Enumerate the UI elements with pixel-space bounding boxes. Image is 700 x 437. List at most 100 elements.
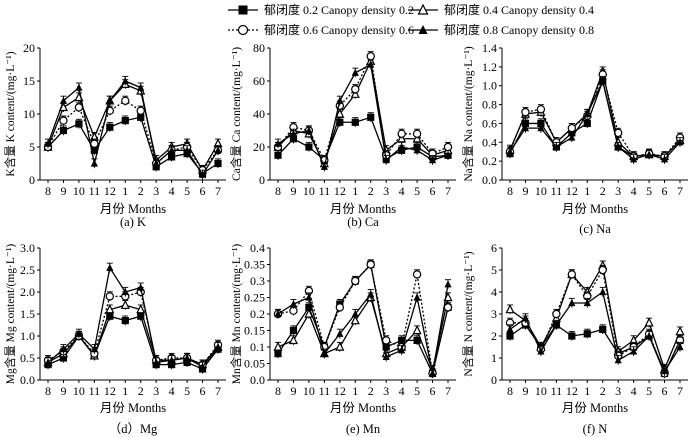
data-point <box>398 336 406 344</box>
data-point <box>336 329 344 337</box>
data-point <box>105 304 115 314</box>
data-point <box>506 332 514 340</box>
data-point <box>398 142 406 151</box>
y-tick-label: 0.4 <box>250 241 265 255</box>
series-3 <box>43 286 223 370</box>
data-point <box>320 349 328 357</box>
y-tick-label: 5 <box>491 263 497 277</box>
data-point <box>351 118 359 126</box>
x-tick-label: 1 <box>584 384 590 398</box>
series-1 <box>274 259 452 379</box>
data-point <box>59 345 68 353</box>
x-tick-label: 12 <box>334 184 346 198</box>
chart-caption: (e) Mn <box>346 422 381 436</box>
x-tick-label: 11 <box>551 184 563 198</box>
y-tick-label: 40 <box>253 107 265 121</box>
data-point <box>351 276 360 286</box>
data-point <box>630 155 638 163</box>
x-tick-label: 8 <box>275 384 281 398</box>
series-2 <box>505 66 685 162</box>
x-tick-label: 1 <box>122 184 128 198</box>
data-point <box>168 153 176 161</box>
legend-label-4: 郁闭度 0.8 Canopy density 0.8 <box>444 22 594 37</box>
data-point <box>273 341 283 351</box>
x-tick-label: 12 <box>334 384 346 398</box>
data-point <box>598 265 607 275</box>
data-point <box>660 155 669 163</box>
data-point <box>75 83 83 91</box>
y-tick-label: 0 <box>29 173 35 187</box>
data-point <box>274 151 282 159</box>
y-tick-label: 2.5 <box>20 263 35 277</box>
data-point <box>599 325 607 333</box>
x-tick-label: 4 <box>169 384 175 398</box>
chart-Na: 0.00.20.40.60.81.01.21.48 9 10 11 12 1 2 3 4 5 6 7月… <box>461 41 688 236</box>
data-point <box>106 123 114 131</box>
data-point <box>90 345 98 353</box>
data-point <box>44 358 52 366</box>
data-point <box>444 151 452 159</box>
data-point <box>305 143 313 151</box>
legend-label-1: 郁闭度 0.2 Canopy density 0.2 <box>264 2 414 17</box>
x-tick-label: 11 <box>319 384 331 398</box>
legend-marker-3 <box>237 24 249 36</box>
y-tick-label: 0.35 <box>244 258 265 272</box>
data-point <box>106 312 114 320</box>
x-tick-label: 2 <box>138 184 144 198</box>
data-point <box>382 343 390 351</box>
data-point <box>74 103 84 112</box>
data-point <box>583 298 591 307</box>
x-tick-label: 8 <box>507 184 513 198</box>
y-tick-label: 1.5 <box>20 307 35 321</box>
data-point <box>289 129 298 137</box>
y-tick-label: 0.05 <box>244 357 265 371</box>
chart-caption: (c) Na <box>579 222 611 236</box>
x-axis-label: 月份 Months <box>562 202 628 216</box>
x-tick-label: 7 <box>215 184 221 198</box>
x-tick-label: 9 <box>290 184 296 198</box>
x-axis-label: 月份 Months <box>330 202 396 216</box>
x-tick-label: 10 <box>303 184 315 198</box>
data-point <box>521 314 530 322</box>
x-tick-label: 3 <box>153 384 159 398</box>
y-tick-label: 1.2 <box>482 60 497 74</box>
data-point <box>521 124 530 132</box>
data-point <box>288 334 299 345</box>
y-tick-label: 3 <box>491 307 497 321</box>
x-tick-label: 5 <box>414 384 420 398</box>
x-axis-label: 月份 Months <box>330 401 396 415</box>
x-tick-label: 7 <box>677 384 683 398</box>
data-point <box>583 109 591 118</box>
x-tick-label: 11 <box>551 384 563 398</box>
data-point <box>350 315 360 325</box>
y-tick-label: 2 <box>491 329 497 343</box>
y-tick-label: 60 <box>253 74 265 88</box>
data-point <box>214 146 222 154</box>
y-tick-label: 4 <box>491 285 497 299</box>
x-tick-label: 2 <box>600 184 606 198</box>
series-line <box>509 69 681 158</box>
legend-item-2: 郁闭度 0.4 Canopy density 0.4 <box>408 2 594 17</box>
x-tick-label: 2 <box>368 384 374 398</box>
x-tick-label: 10 <box>73 184 85 198</box>
x-tick-label: 5 <box>646 384 652 398</box>
data-point <box>567 270 577 279</box>
y-tick-label: 0.5 <box>20 351 35 365</box>
data-point <box>289 135 298 143</box>
data-point <box>44 139 52 147</box>
series-line <box>510 268 681 376</box>
data-point <box>351 85 360 94</box>
data-point <box>412 129 422 138</box>
data-point <box>583 330 591 338</box>
x-tick-label: 8 <box>275 184 281 198</box>
data-point <box>382 352 390 360</box>
x-tick-label: 7 <box>215 384 221 398</box>
x-tick-label: 10 <box>73 384 85 398</box>
x-tick-label: 6 <box>430 184 436 198</box>
series-line <box>277 63 449 169</box>
data-point <box>367 290 375 298</box>
data-point <box>351 68 359 76</box>
data-point <box>381 336 391 345</box>
x-tick-label: 5 <box>184 184 190 198</box>
series-line <box>509 79 681 160</box>
